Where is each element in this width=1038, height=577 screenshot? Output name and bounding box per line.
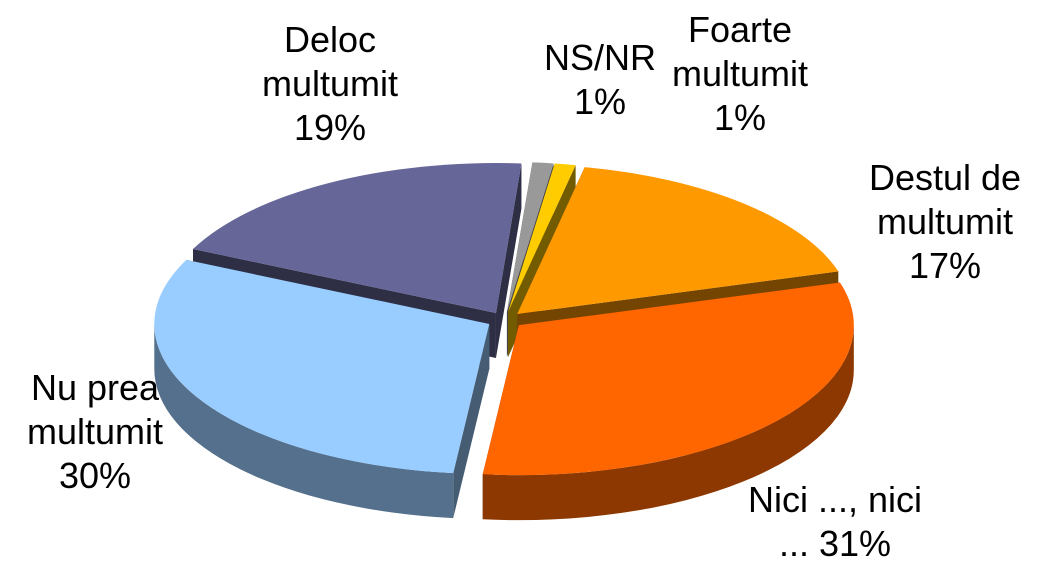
slice-side-face — [495, 163, 522, 359]
value-label: 1% — [713, 97, 767, 138]
category-label: NS/NR — [543, 37, 656, 78]
slice-label: Foarte multumit 1% — [640, 8, 840, 140]
slice — [517, 167, 839, 315]
slice — [154, 259, 490, 474]
slice-label: Nu prea multumit 30% — [0, 366, 190, 498]
value-label: 1% — [573, 81, 627, 122]
slice — [506, 162, 554, 312]
slice-label: Nici ..., nici ... 31% — [705, 478, 965, 566]
slice-label: Destul de multumit 17% — [840, 156, 1038, 288]
slice-label: NS/NR 1% — [500, 36, 700, 124]
category-label: Destul de multumit — [868, 157, 1022, 242]
value-label: 19% — [293, 107, 367, 148]
slice — [508, 163, 576, 313]
category-label: Nici ..., nici ... — [747, 479, 923, 564]
category-label: Deloc multumit — [261, 19, 399, 104]
value-label: 17% — [908, 245, 982, 286]
value-label: 30% — [58, 455, 132, 496]
slice — [193, 163, 522, 314]
slice-wall — [154, 323, 454, 519]
category-label: Foarte multumit — [671, 9, 809, 94]
value-label: 31% — [818, 523, 892, 564]
slice — [482, 282, 854, 476]
slice-side-face — [453, 323, 490, 519]
category-label: Nu prea multumit — [26, 367, 164, 452]
slice-label: Deloc multumit 19% — [230, 18, 430, 150]
slice-wall — [482, 325, 854, 521]
